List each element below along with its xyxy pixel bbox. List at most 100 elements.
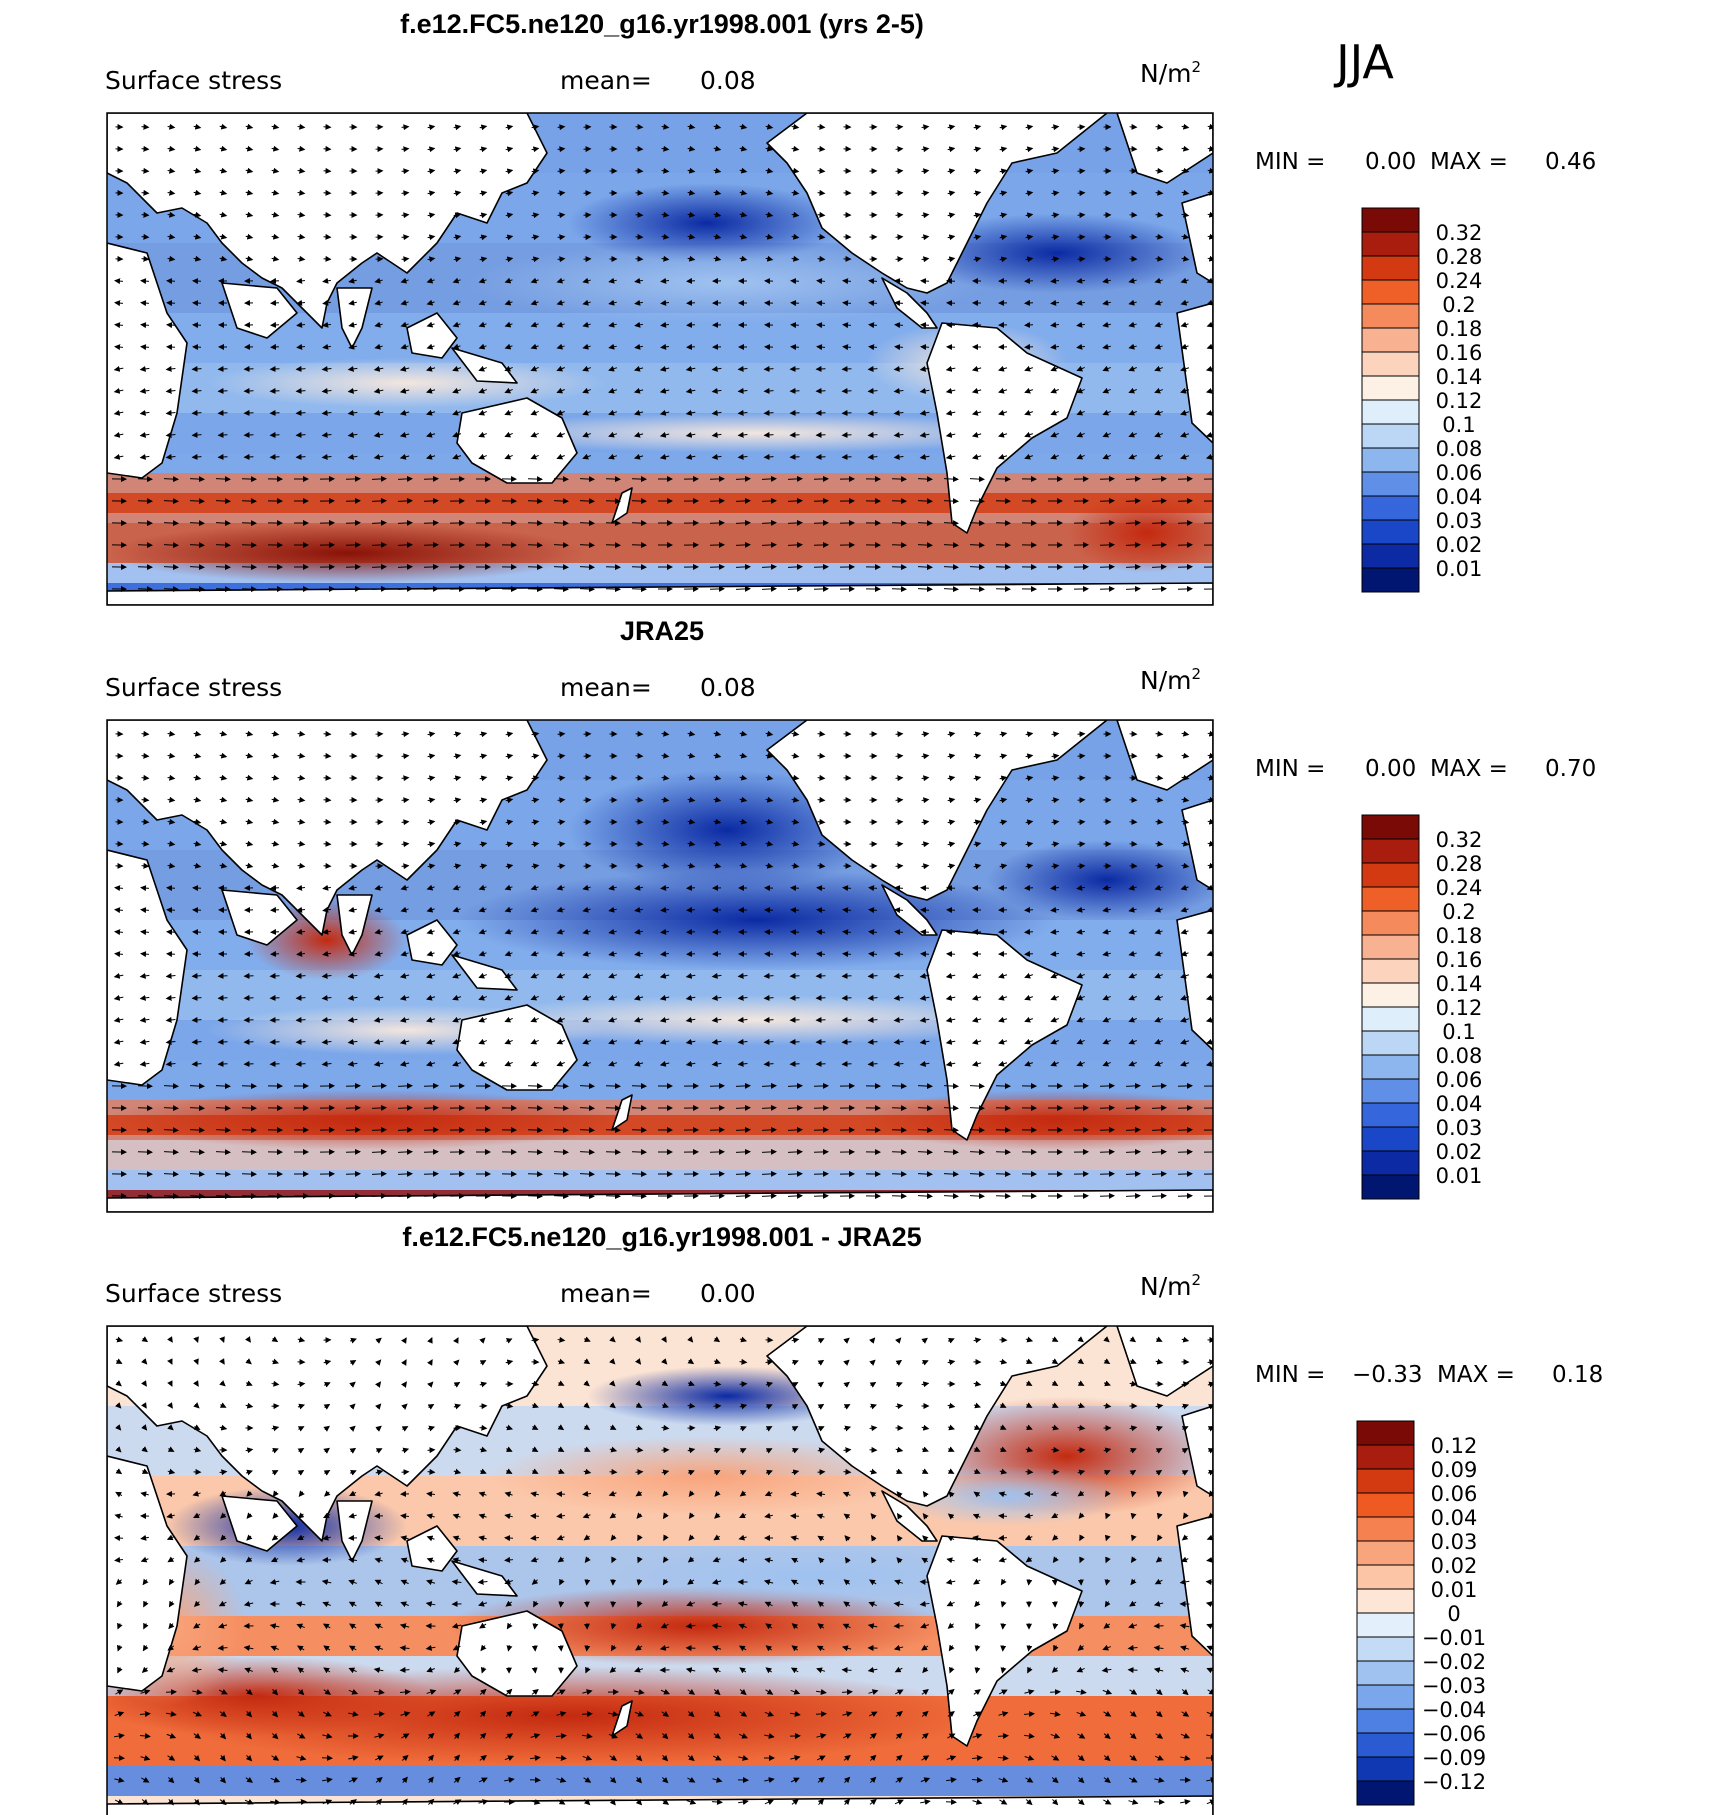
colorbar-swatch: [1361, 982, 1420, 1008]
coastline: [221, 889, 298, 946]
colorbar-swatch: [1361, 1102, 1420, 1128]
coastline: [766, 1326, 1108, 1507]
panel-observation: JRA25 Surface stress mean= 0.08 N/m2 MIN…: [105, 616, 1596, 1213]
colorbar-tick-label: 0.18: [1436, 924, 1483, 948]
colorbar: 0.320.280.240.20.180.160.140.120.10.080.…: [1361, 207, 1483, 593]
units-label: N/m2: [1140, 1271, 1201, 1301]
colorbar-tick-label: 0.1: [1442, 413, 1475, 437]
coastline: [221, 282, 298, 339]
colorbar-swatch: [1356, 1660, 1415, 1686]
panel-model: f.e12.FC5.ne120_g16.yr1998.001 (yrs 2-5)…: [105, 9, 1596, 606]
max-label: MAX =: [1430, 756, 1508, 782]
colorbar-tick-label: 0.03: [1436, 509, 1483, 533]
coastline: [107, 1326, 548, 1542]
colorbar-swatch: [1356, 1564, 1415, 1590]
colorbar-tick-label: 0.03: [1436, 1116, 1483, 1140]
coastline: [766, 720, 1108, 901]
coastline: [1116, 1326, 1213, 1397]
min-value: 0.00: [1365, 756, 1416, 782]
stress-map: [107, 1326, 1213, 1815]
coastline: [406, 919, 458, 966]
colorbar-swatch: [1361, 1006, 1420, 1032]
units-label: N/m2: [1140, 665, 1201, 695]
colorbar-tick-label: −0.01: [1422, 1626, 1486, 1650]
colorbar-swatch: [1361, 1126, 1420, 1152]
colorbar-swatch: [1361, 1030, 1420, 1056]
coastline: [107, 582, 1213, 605]
colorbar-tick-label: −0.12: [1422, 1770, 1486, 1794]
colorbar-swatch: [1361, 399, 1420, 425]
colorbar-tick-label: 0.02: [1436, 533, 1483, 557]
colorbar-tick-label: 0.04: [1436, 1092, 1483, 1116]
colorbar-swatch: [1361, 519, 1420, 545]
colorbar-swatch: [1361, 862, 1420, 888]
coastline: [1116, 113, 1213, 184]
colorbar-tick-label: 0.24: [1436, 269, 1483, 293]
colorbar-tick-label: 0.08: [1436, 1044, 1483, 1068]
coastline: [451, 954, 518, 991]
mean-label: mean=: [560, 673, 652, 702]
colorbar-tick-label: 0.02: [1431, 1554, 1478, 1578]
colorbar-tick-label: −0.06: [1422, 1722, 1486, 1746]
colorbar-tick-label: 0.04: [1436, 485, 1483, 509]
max-value: 0.18: [1552, 1362, 1603, 1388]
colorbar-tick-label: 0.01: [1436, 557, 1483, 581]
max-label: MAX =: [1437, 1362, 1515, 1388]
colorbar-tick-label: 0.24: [1436, 876, 1483, 900]
colorbar-swatch: [1356, 1492, 1415, 1518]
colorbar-tick-label: 0.12: [1436, 996, 1483, 1020]
colorbar-tick-label: 0.28: [1436, 245, 1483, 269]
colorbar-swatch: [1356, 1540, 1415, 1566]
colorbar-swatch: [1356, 1636, 1415, 1662]
colorbar-swatch: [1361, 351, 1420, 377]
mean-value: 0.00: [700, 1279, 756, 1308]
max-label: MAX =: [1430, 149, 1508, 175]
coastline: [611, 1094, 633, 1131]
mean-label: mean=: [560, 1279, 652, 1308]
map-border: [106, 1325, 1214, 1815]
colorbar-swatch: [1361, 543, 1420, 569]
mean-label: mean=: [560, 66, 652, 95]
coastline: [611, 487, 633, 524]
stress-vectors: [111, 123, 1213, 593]
coastline: [451, 1560, 518, 1597]
colorbar-swatch: [1356, 1708, 1415, 1734]
map-border: [106, 719, 1214, 1213]
coastline: [107, 1455, 188, 1692]
colorbar: 0.120.090.060.040.030.020.010−0.01−0.02−…: [1356, 1420, 1486, 1806]
coastline: [926, 1535, 1083, 1747]
mean-value: 0.08: [700, 673, 756, 702]
colorbar-swatch: [1361, 207, 1420, 233]
coastline: [1181, 799, 1213, 891]
colorbar-tick-label: 0.01: [1436, 1164, 1483, 1188]
colorbar-swatch: [1361, 814, 1420, 840]
colorbar-tick-label: 0.04: [1431, 1506, 1478, 1530]
colorbar-tick-label: 0.2: [1442, 900, 1475, 924]
colorbar-tick-label: 0.01: [1431, 1578, 1478, 1602]
coastline: [1181, 1405, 1213, 1497]
colorbar-swatch: [1361, 231, 1420, 257]
colorbar-swatch: [1361, 910, 1420, 936]
colorbar-swatch: [1356, 1732, 1415, 1758]
colorbar-tick-label: 0.03: [1431, 1530, 1478, 1554]
units-label: N/m2: [1140, 58, 1201, 88]
colorbar-tick-label: 0.32: [1436, 221, 1483, 245]
coastline: [336, 894, 373, 956]
colorbar-tick-label: 0.12: [1436, 389, 1483, 413]
colorbar-tick-label: 0.08: [1436, 437, 1483, 461]
coastline: [107, 1189, 1213, 1212]
coastline: [766, 113, 1108, 294]
colorbar-tick-label: 0.28: [1436, 852, 1483, 876]
panel-difference: f.e12.FC5.ne120_g16.yr1998.001 - JRA25 S…: [105, 1222, 1603, 1815]
colorbar-swatch: [1361, 279, 1420, 305]
colorbar-swatch: [1361, 423, 1420, 449]
coastline: [456, 1610, 578, 1697]
colorbar-swatch: [1361, 1174, 1420, 1200]
min-value: 0.00: [1365, 149, 1416, 175]
variable-label: Surface stress: [105, 673, 282, 702]
coastline: [881, 1490, 938, 1542]
colorbar-swatch: [1361, 1078, 1420, 1104]
colorbar-tick-label: −0.04: [1422, 1698, 1486, 1722]
coastline: [1176, 302, 1213, 444]
